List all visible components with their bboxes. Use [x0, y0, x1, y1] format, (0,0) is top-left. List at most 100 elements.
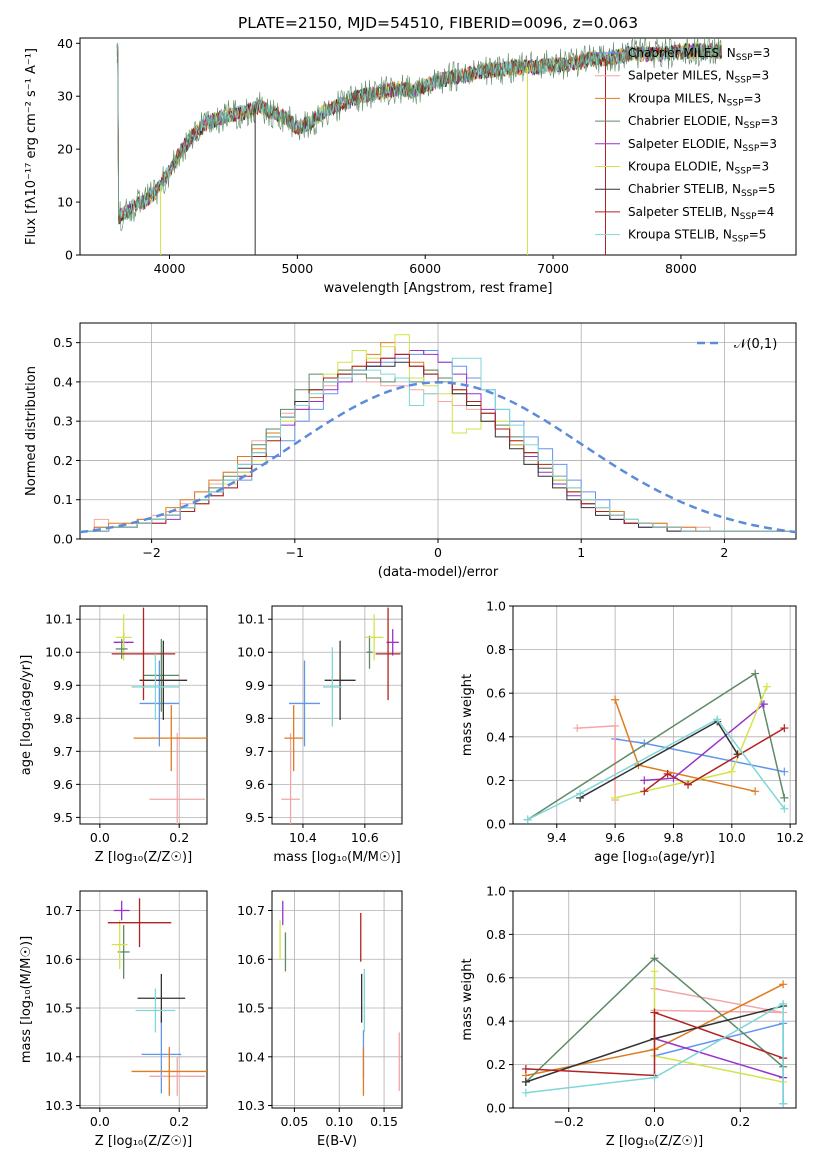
ytick-label: 9.7: [53, 744, 73, 759]
x-axis-label: (data-model)/error: [378, 565, 499, 580]
ytick-label: 10.5: [45, 1001, 73, 1016]
spectrum-series: [116, 38, 722, 232]
ytick-label: 0.2: [486, 773, 506, 788]
age_vs_Z-points: [111, 607, 207, 824]
data-point: [113, 900, 130, 921]
ytick-label: 9.6: [53, 777, 73, 792]
series-line: [527, 718, 785, 821]
ytick-label: 0.4: [486, 729, 506, 744]
xtick-label: 7000: [537, 261, 569, 276]
ytick-label: 40: [57, 36, 73, 51]
ytick-label: 0.0: [53, 532, 73, 547]
mw_vs_age-axes: 0.0 0.2 0.4 0.6 0.8 1.0 9.4 9.6 9.8 10.0 10.2 age […: [460, 599, 804, 866]
xtick-label: −2: [142, 545, 160, 560]
data-point: [137, 973, 186, 1023]
xtick-label: 0.2: [730, 1114, 750, 1129]
xtick-label: 0.0: [90, 830, 110, 845]
age_vs_Z-frame: [79, 605, 208, 825]
series-marker: [727, 767, 736, 776]
ytick-label: 10.4: [237, 1049, 265, 1064]
mass_vs_Z-axes: 10.3 10.4 10.5 10.6 10.7 0.0 0.2 Z [log₁₀(Z/Z☉)…: [19, 890, 208, 1149]
data-point: [324, 640, 356, 720]
mass_vs_Z-points: [107, 898, 207, 1096]
data-point: [364, 614, 384, 661]
ytick-label: 0.4: [53, 374, 73, 389]
ytick-label: 9.6: [245, 777, 265, 792]
legend-label: Chabrier MILES, NSSP=3: [628, 46, 770, 63]
series-marker: [759, 700, 768, 709]
spectrum-axes: 0 10 20 30 40 4000 5000 6000 7000 8000 wavelength …: [24, 36, 797, 296]
x-axis-label: wavelength [Angstrom, rest frame]: [324, 281, 553, 296]
xtick-label: 8000: [665, 261, 697, 276]
series-marker: [611, 793, 620, 802]
series-marker: [521, 1077, 530, 1086]
series-marker: [780, 724, 789, 733]
mw_vs_age-frame: [512, 605, 797, 825]
xtick-label: 0: [434, 545, 442, 560]
data-point: [281, 733, 300, 824]
data-point: [107, 898, 172, 948]
series-marker: [573, 724, 582, 733]
series-line: [579, 720, 739, 799]
mw_vs_age-series: [523, 669, 789, 824]
ytick-label: 10.1: [237, 612, 265, 627]
ytick-label: 10.4: [45, 1049, 73, 1064]
xtick-label: 10.0: [718, 830, 746, 845]
series-line: [614, 699, 756, 793]
series-marker: [751, 669, 760, 678]
data-point: [115, 639, 128, 659]
xtick-label: 0.0: [90, 1114, 110, 1129]
series-marker: [780, 767, 789, 776]
ytick-label: 10.1: [45, 612, 73, 627]
data-point: [133, 705, 207, 772]
legend-label: Chabrier ELODIE, NSSP=3: [628, 114, 778, 131]
histogram-series: [80, 357, 796, 532]
ytick-label: 10.0: [237, 645, 265, 660]
age_vs_mass-frame: [271, 605, 403, 825]
series-marker: [611, 721, 620, 730]
xtick-label: 0.2: [169, 1114, 189, 1129]
legend-label: Chabrier STELIB, NSSP=5: [628, 182, 776, 199]
data-point: [284, 705, 303, 772]
data-point: [149, 733, 206, 824]
data-point: [143, 639, 180, 712]
normal-reference-curve: [80, 381, 796, 534]
series-marker: [780, 804, 789, 813]
legend-label: Kroupa MILES, NSSP=3: [628, 91, 761, 108]
series-line: [654, 1037, 784, 1079]
x-axis-label: Z [log₁₀(Z/Z☉)]: [606, 1134, 703, 1149]
xtick-label: 0.15: [370, 1114, 398, 1129]
series-line: [653, 971, 784, 1083]
residuals-axes: 0.0 0.1 0.2 0.3 0.4 0.5 −2 −1 0 1 2 (data-model)/er…: [24, 322, 797, 580]
ytick-label: 10.3: [45, 1098, 73, 1113]
ytick-label: 10.0: [45, 645, 73, 660]
ytick-label: 9.5: [53, 810, 73, 825]
data-point: [115, 614, 132, 661]
ytick-label: 0.0: [486, 817, 506, 832]
xtick-label: 5000: [281, 261, 313, 276]
mass_vs_ebv-points: [279, 900, 400, 1096]
ytick-label: 10.6: [45, 952, 73, 967]
data-point: [289, 660, 320, 747]
series-marker: [650, 967, 659, 976]
series-line: [525, 1002, 784, 1104]
xtick-label: 4000: [154, 261, 186, 276]
series-marker: [521, 1064, 530, 1073]
y-axis-label: Flux [fλ10⁻¹⁷ erg cm⁻² s⁻¹ A⁻¹]: [24, 48, 39, 245]
legend-label: Salpeter MILES, NSSP=3: [628, 69, 769, 86]
spectrum-frame: [79, 37, 797, 256]
data-point: [111, 920, 128, 970]
xtick-label: 1: [577, 545, 585, 560]
legend-label: Salpeter ELODIE, NSSP=3: [628, 137, 777, 154]
series-line: [643, 727, 785, 792]
series-marker: [611, 695, 620, 704]
legend-label: Kroupa STELIB, NSSP=5: [628, 228, 766, 245]
series-line: [644, 703, 765, 782]
xtick-label: 9.8: [664, 830, 684, 845]
ytick-label: 0.6: [486, 686, 506, 701]
y-axis-label: mass weight: [460, 674, 475, 756]
series-line: [525, 1011, 784, 1077]
xtick-label: 0.10: [325, 1114, 353, 1129]
ytick-label: 0.4: [486, 1014, 506, 1029]
ytick-label: 10.3: [237, 1098, 265, 1113]
